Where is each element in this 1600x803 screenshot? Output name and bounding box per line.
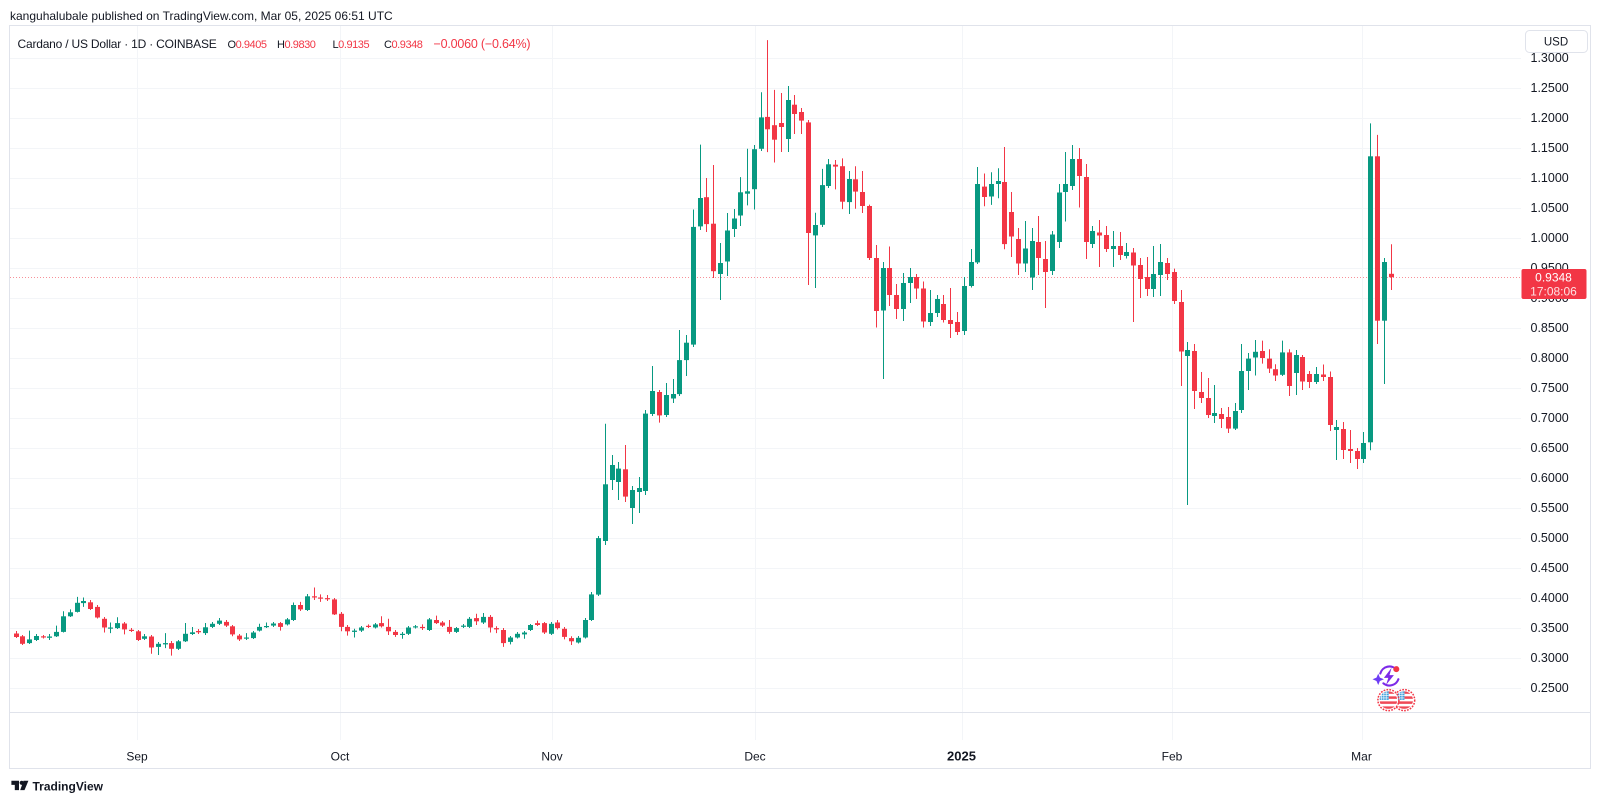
svg-text:0.5000: 0.5000 <box>1531 531 1569 545</box>
svg-text:1.2500: 1.2500 <box>1531 81 1569 95</box>
svg-text:Mar: Mar <box>1351 750 1372 764</box>
svg-text:H0.9830: H0.9830 <box>277 39 316 51</box>
svg-text:0.6000: 0.6000 <box>1531 471 1569 485</box>
svg-text:TradingView: TradingView <box>33 780 104 794</box>
svg-text:0.7000: 0.7000 <box>1531 411 1569 425</box>
svg-text:1.2000: 1.2000 <box>1531 111 1569 125</box>
svg-text:0.4000: 0.4000 <box>1531 591 1569 605</box>
svg-text:0.5500: 0.5500 <box>1531 501 1569 515</box>
svg-text:0.8000: 0.8000 <box>1531 351 1569 365</box>
svg-text:Oct: Oct <box>331 750 350 764</box>
svg-text:L0.9135: L0.9135 <box>333 39 370 51</box>
svg-text:0.6500: 0.6500 <box>1531 441 1569 455</box>
svg-text:Sep: Sep <box>126 750 148 764</box>
svg-text:0.3500: 0.3500 <box>1531 621 1569 635</box>
svg-text:0.3000: 0.3000 <box>1531 651 1569 665</box>
svg-text:kanguhalubale published on Tra: kanguhalubale published on TradingView.c… <box>10 9 393 23</box>
svg-text:1.0500: 1.0500 <box>1531 201 1569 215</box>
svg-text:0.9348: 0.9348 <box>1535 271 1572 285</box>
svg-text:Dec: Dec <box>744 750 765 764</box>
svg-text:17:08:06: 17:08:06 <box>1530 285 1577 299</box>
svg-text:−0.0060 (−0.64%): −0.0060 (−0.64%) <box>434 37 531 51</box>
svg-text:0.2500: 0.2500 <box>1531 681 1569 695</box>
svg-text:1.0000: 1.0000 <box>1531 231 1569 245</box>
svg-text:1.1500: 1.1500 <box>1531 141 1569 155</box>
svg-text:2025: 2025 <box>947 749 976 764</box>
svg-text:1.3000: 1.3000 <box>1531 51 1569 65</box>
svg-text:O0.9405: O0.9405 <box>228 39 267 51</box>
svg-text:0.4500: 0.4500 <box>1531 561 1569 575</box>
svg-text:Feb: Feb <box>1162 750 1183 764</box>
svg-text:1.1000: 1.1000 <box>1531 171 1569 185</box>
svg-text:0.7500: 0.7500 <box>1531 381 1569 395</box>
svg-text:Nov: Nov <box>541 750 562 764</box>
svg-text:C0.9348: C0.9348 <box>384 39 423 51</box>
svg-text:Cardano / US Dollar · 1D · COI: Cardano / US Dollar · 1D · COINBASE <box>18 37 217 51</box>
svg-text:USD: USD <box>1544 37 1568 49</box>
svg-text:0.8500: 0.8500 <box>1531 321 1569 335</box>
